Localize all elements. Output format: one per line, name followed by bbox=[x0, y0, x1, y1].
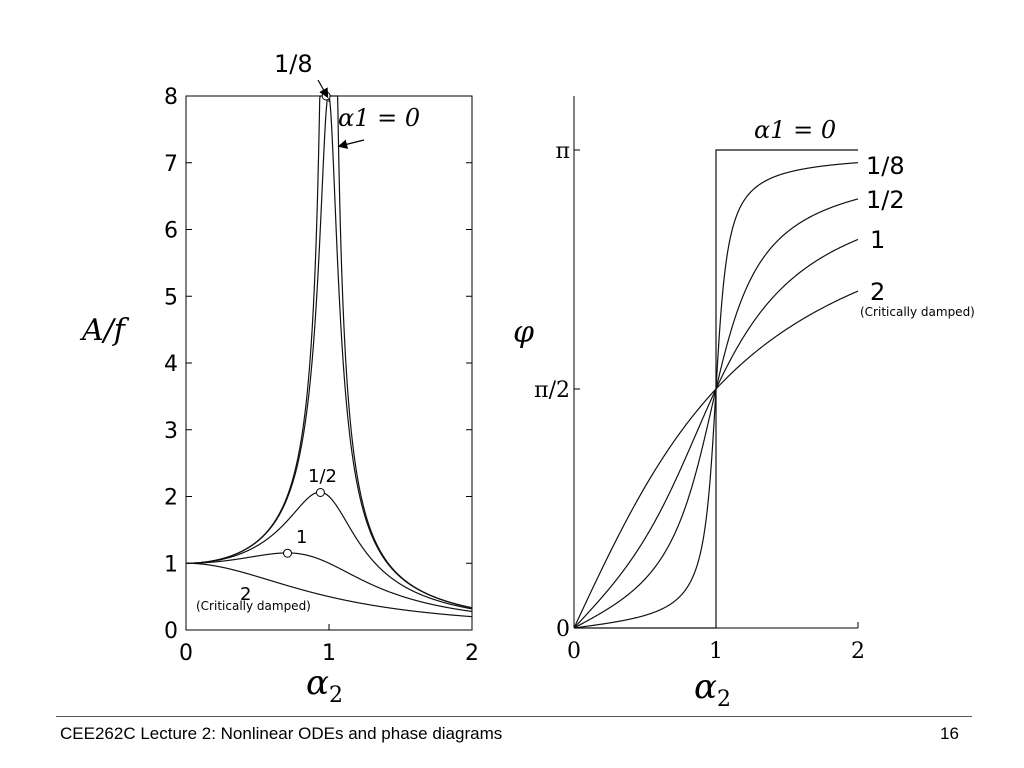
phase-y-tick-label: π bbox=[556, 139, 570, 164]
amplitude-x-tick-label: 1 bbox=[322, 641, 336, 666]
amplitude-y-tick-label: 5 bbox=[164, 285, 178, 310]
amplitude-y-axis-label: A/f bbox=[79, 313, 130, 348]
label-critically-damped-right: (Critically damped) bbox=[860, 305, 975, 319]
amplitude-series-2 bbox=[186, 562, 473, 618]
phase-x-tick-label: 2 bbox=[851, 639, 865, 664]
phase-x-tick-label: 0 bbox=[567, 639, 581, 664]
amplitude-x-tick-label: 2 bbox=[465, 641, 479, 666]
label-one-eighth-right: 1/8 bbox=[866, 152, 905, 180]
phase-chart: 0 π/2 π 0 1 2 φ α2 α1 = 0 1/8 1/2 1 2 (Criti… bbox=[513, 96, 975, 712]
phase-series-2 bbox=[573, 290, 859, 629]
footer-divider bbox=[56, 716, 972, 717]
amplitude-y-tick-label: 6 bbox=[164, 219, 178, 244]
label-alpha-zero-right: α1 = 0 bbox=[754, 116, 836, 144]
amplitude-plot-frame bbox=[185, 95, 473, 631]
peak-marker bbox=[315, 487, 325, 497]
amplitude-y-tick-label: 1 bbox=[164, 552, 178, 577]
label-one-half-right: 1/2 bbox=[866, 186, 905, 214]
amplitude-series-1 bbox=[186, 552, 473, 613]
footer-title: CEE262C Lecture 2: Nonlinear ODEs and ph… bbox=[60, 724, 503, 743]
label-one-right: 1 bbox=[870, 226, 885, 254]
phase-y-axis-label: φ bbox=[513, 315, 534, 350]
amplitude-y-tick-label: 2 bbox=[164, 486, 178, 511]
label-two-right: 2 bbox=[870, 278, 885, 306]
amplitude-y-tick-label: 0 bbox=[164, 619, 178, 644]
page-number: 16 bbox=[940, 724, 959, 743]
amplitude-y-tick-label: 8 bbox=[164, 85, 178, 110]
phase-x-axis-label: α2 bbox=[694, 667, 731, 710]
peak-marker bbox=[321, 91, 331, 101]
amplitude-series--1-0 bbox=[186, 95, 473, 609]
phase-x-tick-label: 1 bbox=[709, 639, 723, 664]
amplitude-series-1-2 bbox=[186, 491, 473, 610]
amplitude-y-tick-label: 3 bbox=[164, 419, 178, 444]
label-one-left: 1 bbox=[296, 527, 307, 548]
amplitude-series-1-8 bbox=[186, 95, 473, 609]
label-critically-damped-left: (Critically damped) bbox=[196, 599, 311, 613]
phase-y-tick-label: 0 bbox=[556, 617, 570, 642]
amplitude-y-tick-label: 4 bbox=[164, 352, 178, 377]
amplitude-x-axis-label: α2 bbox=[306, 663, 343, 708]
peak-marker bbox=[283, 548, 293, 558]
label-one-half-left: 1/2 bbox=[308, 466, 337, 487]
label-alpha-zero-left: α1 = 0 bbox=[338, 104, 420, 132]
arrow-alpha-zero bbox=[337, 139, 365, 149]
arrow-one-eighth bbox=[317, 79, 329, 99]
label-two-left: 2 bbox=[240, 584, 251, 605]
label-one-eighth-left: 1/8 bbox=[274, 50, 313, 78]
amplitude-x-tick-label: 0 bbox=[179, 641, 193, 666]
amplitude-y-tick-label: 7 bbox=[164, 152, 178, 177]
phase-y-tick-label: π/2 bbox=[534, 378, 570, 403]
